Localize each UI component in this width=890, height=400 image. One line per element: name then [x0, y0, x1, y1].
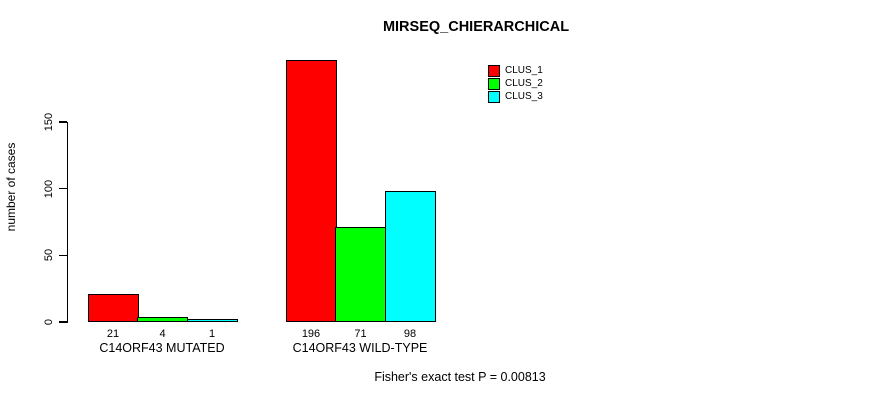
chart-title: MIRSEQ_CHIERARCHICAL [382, 19, 570, 35]
legend-item-clus_2: CLUS_2 [488, 78, 543, 91]
legend-label-clus_2: CLUS_2 [505, 78, 543, 90]
bar-value-label-clus_1-wildtype: 196 [301, 327, 321, 340]
legend-item-clus_1: CLUS_1 [488, 65, 543, 78]
bar-clus_2-mutated [137, 316, 188, 322]
y-tick-label: 100 [43, 179, 55, 198]
y-tick-label: 150 [43, 112, 55, 131]
bar-value-label-clus_2-mutated: 4 [159, 327, 166, 340]
group-label-wildtype: C14ORF43 WILD-TYPE [292, 341, 428, 355]
bar-clus_3-wildtype [384, 191, 436, 322]
y-axis-label: number of cases [4, 142, 18, 232]
y-axis-line [66, 121, 68, 323]
legend-swatch-clus_3 [488, 90, 500, 103]
group-label-mutated: C14ORF43 MUTATED [99, 341, 225, 355]
legend-item-clus_3: CLUS_3 [488, 90, 543, 104]
legend-swatch-clus_2 [488, 78, 500, 91]
y-tick-mark [58, 121, 67, 123]
bar-value-label-clus_1-mutated: 21 [106, 327, 120, 340]
bar-value-label-clus_2-wildtype: 71 [354, 327, 367, 340]
fisher-test-annotation: Fisher's exact test P = 0.00813 [374, 370, 546, 384]
bar-value-label-clus_3-wildtype: 98 [403, 327, 417, 340]
y-tick-label: 0 [43, 318, 55, 326]
y-tick-label: 50 [43, 249, 55, 262]
legend-label-clus_3: CLUS_3 [505, 90, 543, 102]
bar-clus_3-mutated [186, 319, 238, 322]
bar-value-label-clus_3-mutated: 1 [208, 327, 216, 340]
y-tick-mark [58, 187, 67, 190]
bar-clus_2-wildtype [335, 227, 386, 322]
legend: CLUS_1 CLUS_2 CLUS_3 [488, 65, 543, 103]
bar-clus_1-mutated [87, 293, 139, 322]
legend-label-clus_1: CLUS_1 [505, 65, 543, 77]
bar-clus_1-wildtype [285, 60, 337, 322]
legend-swatch-clus_1 [488, 65, 500, 78]
y-tick-mark [58, 321, 67, 323]
y-tick-mark [58, 254, 67, 256]
